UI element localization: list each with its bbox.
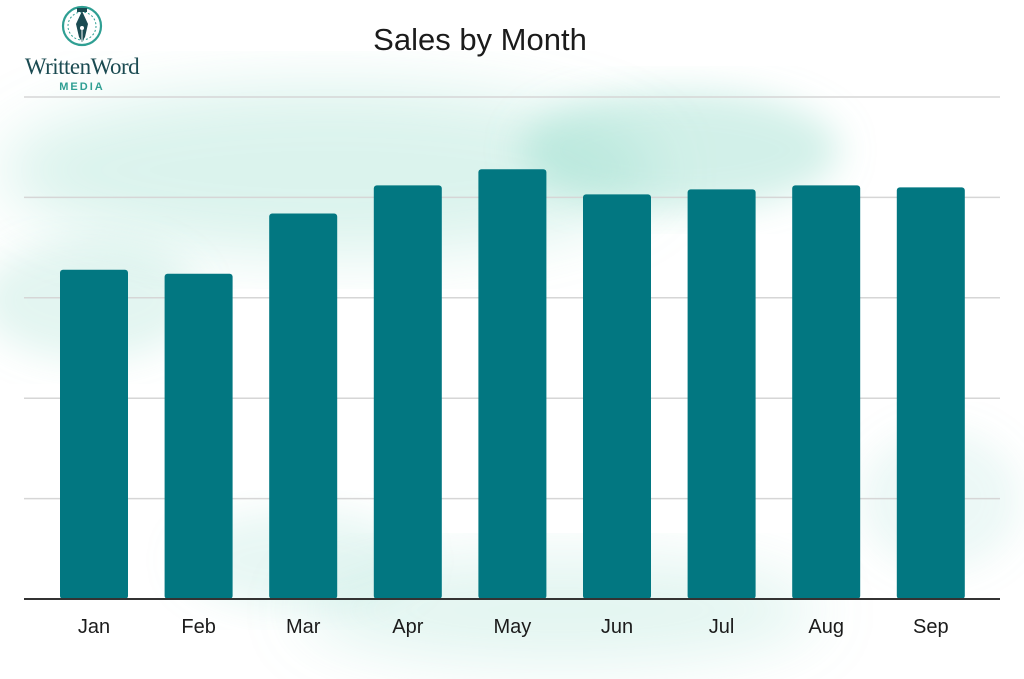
brand-subtitle: MEDIA	[59, 81, 105, 93]
x-tick-label-aug: Aug	[808, 616, 844, 638]
brand-name: WrittenWord	[24, 54, 140, 79]
bar-aug	[792, 185, 861, 600]
bar-jul	[687, 189, 756, 600]
x-tick-label-may: May	[494, 616, 532, 638]
bar-mar	[269, 213, 338, 600]
bar-jan	[60, 269, 128, 599]
x-tick-labels: Jan Feb Mar Apr May Jun Jul Aug Sep	[78, 616, 949, 638]
bar-sep	[896, 187, 965, 600]
x-tick-label-feb: Feb	[181, 616, 215, 638]
x-tick-label-jun: Jun	[601, 616, 633, 638]
bar-apr	[373, 185, 442, 600]
bar-feb	[164, 273, 233, 599]
brand-logo: WrittenWord MEDIA	[14, 4, 150, 94]
x-tick-label-jul: Jul	[709, 616, 735, 638]
x-tick-label-mar: Mar	[286, 616, 321, 638]
bar-jun	[583, 194, 651, 599]
chart-title: Sales by Month	[373, 22, 587, 57]
x-tick-label-sep: Sep	[913, 616, 949, 638]
bar-may	[478, 169, 547, 599]
bars	[60, 169, 965, 600]
x-tick-label-jan: Jan	[78, 616, 110, 638]
fountain-pen-nib-icon	[61, 5, 103, 47]
x-tick-label-apr: Apr	[392, 616, 423, 638]
